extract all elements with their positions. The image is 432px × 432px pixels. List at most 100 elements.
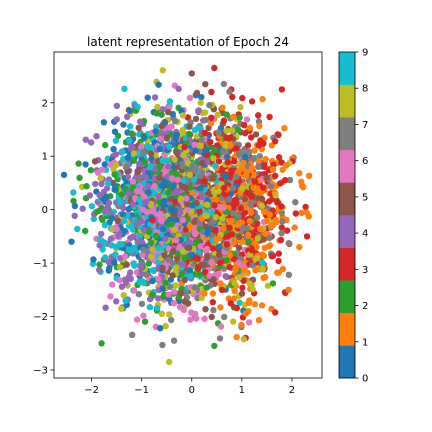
scatter-point bbox=[133, 269, 141, 276]
colorbar bbox=[338, 51, 356, 379]
scatter-point bbox=[275, 131, 282, 139]
scatter-point bbox=[255, 112, 262, 119]
colorbar-axis: 0 1 2 3 4 5 6 7 8 9 bbox=[355, 48, 368, 385]
colorbar-tick-label: 2 bbox=[362, 301, 368, 312]
scatter-point bbox=[223, 111, 230, 118]
scatter-point bbox=[186, 222, 193, 230]
scatter-point bbox=[208, 88, 215, 96]
scatter-point bbox=[226, 224, 233, 232]
scatter-point bbox=[147, 253, 155, 260]
scatter-point bbox=[92, 180, 99, 188]
scatter-point bbox=[182, 185, 190, 192]
scatter-point bbox=[166, 358, 173, 366]
scatter-point bbox=[159, 67, 166, 74]
scatter-point bbox=[248, 98, 256, 105]
scatter-point bbox=[159, 285, 166, 292]
scatter-point bbox=[226, 251, 234, 259]
scatter-point bbox=[127, 275, 134, 283]
scatter-point bbox=[225, 196, 233, 203]
scatter-point bbox=[170, 337, 178, 344]
scatter-point bbox=[140, 149, 147, 157]
scatter-point bbox=[229, 185, 237, 192]
scatter-point bbox=[102, 304, 109, 311]
scatter-point bbox=[136, 160, 143, 167]
scatter-point bbox=[281, 125, 288, 132]
scatter-point bbox=[196, 207, 203, 215]
scatter-point bbox=[98, 230, 105, 238]
y-axis: −3 −2 −1 0 1 2 bbox=[33, 98, 54, 376]
scatter-point bbox=[248, 164, 256, 172]
scatter-point bbox=[75, 160, 82, 167]
scatter-point bbox=[302, 203, 309, 211]
scatter-point bbox=[137, 237, 144, 245]
scatter-point bbox=[186, 171, 193, 179]
scatter-point bbox=[259, 259, 266, 266]
scatter-point bbox=[223, 134, 231, 141]
scatter-point bbox=[255, 317, 263, 324]
scatter-point bbox=[116, 277, 123, 284]
scatter-point bbox=[222, 173, 229, 180]
scatter-point bbox=[263, 174, 270, 181]
scatter-point bbox=[167, 195, 174, 202]
scatter-point bbox=[215, 129, 222, 136]
scatter-point bbox=[128, 130, 135, 137]
scatter-point bbox=[121, 253, 129, 260]
scatter-point bbox=[245, 231, 252, 238]
scatter-point bbox=[152, 128, 159, 135]
scatter-point bbox=[171, 211, 178, 219]
scatter-point bbox=[184, 201, 191, 208]
scatter-point bbox=[231, 279, 238, 287]
scatter-point bbox=[111, 259, 118, 266]
scatter-point bbox=[296, 170, 303, 177]
scatter-point bbox=[198, 94, 205, 101]
scatter-point bbox=[191, 218, 198, 226]
scatter-point bbox=[154, 103, 161, 111]
scatter-point bbox=[94, 169, 102, 176]
scatter-point bbox=[96, 261, 103, 268]
scatter-point bbox=[246, 217, 253, 225]
scatter-point bbox=[241, 195, 248, 203]
scatter-point bbox=[259, 266, 266, 273]
scatter-point bbox=[181, 143, 188, 151]
scatter-point bbox=[239, 94, 246, 102]
scatter-point bbox=[260, 235, 268, 242]
scatter-point bbox=[140, 226, 147, 233]
scatter-point bbox=[236, 299, 243, 306]
scatter-point bbox=[144, 142, 151, 150]
scatter-point bbox=[110, 146, 117, 153]
scatter-point bbox=[155, 193, 162, 200]
scatter-point bbox=[135, 124, 142, 131]
scatter-point bbox=[208, 313, 215, 321]
scatter-point bbox=[203, 201, 211, 208]
scatter-point bbox=[216, 251, 223, 258]
scatter-point bbox=[202, 306, 209, 313]
scatter-point bbox=[279, 265, 287, 273]
scatter-point bbox=[183, 195, 190, 202]
scatter-point bbox=[83, 183, 90, 190]
scatter-point bbox=[90, 215, 98, 223]
scatter-point bbox=[260, 184, 267, 191]
scatter-point bbox=[237, 104, 244, 111]
scatter-point bbox=[248, 134, 255, 141]
scatter-point bbox=[241, 209, 249, 216]
scatter-point bbox=[256, 122, 263, 130]
scatter-point bbox=[235, 126, 242, 134]
scatter-point bbox=[191, 126, 199, 134]
scatter-point bbox=[113, 225, 120, 233]
scatter-point bbox=[104, 185, 111, 192]
scatter-point bbox=[166, 98, 174, 105]
scatter-point bbox=[172, 237, 180, 244]
scatter-point bbox=[173, 149, 181, 157]
scatter-point bbox=[277, 180, 284, 187]
scatter-point bbox=[254, 235, 261, 242]
scatter-point bbox=[180, 152, 187, 159]
scatter-point bbox=[153, 304, 161, 312]
scatter-point bbox=[233, 304, 240, 312]
scatter-point bbox=[121, 85, 128, 93]
scatter-point bbox=[236, 274, 243, 281]
scatter-point bbox=[223, 127, 230, 134]
scatter-point bbox=[220, 225, 227, 232]
scatter-point bbox=[236, 233, 243, 240]
scatter-point bbox=[201, 290, 208, 297]
scatter-point bbox=[168, 316, 175, 324]
